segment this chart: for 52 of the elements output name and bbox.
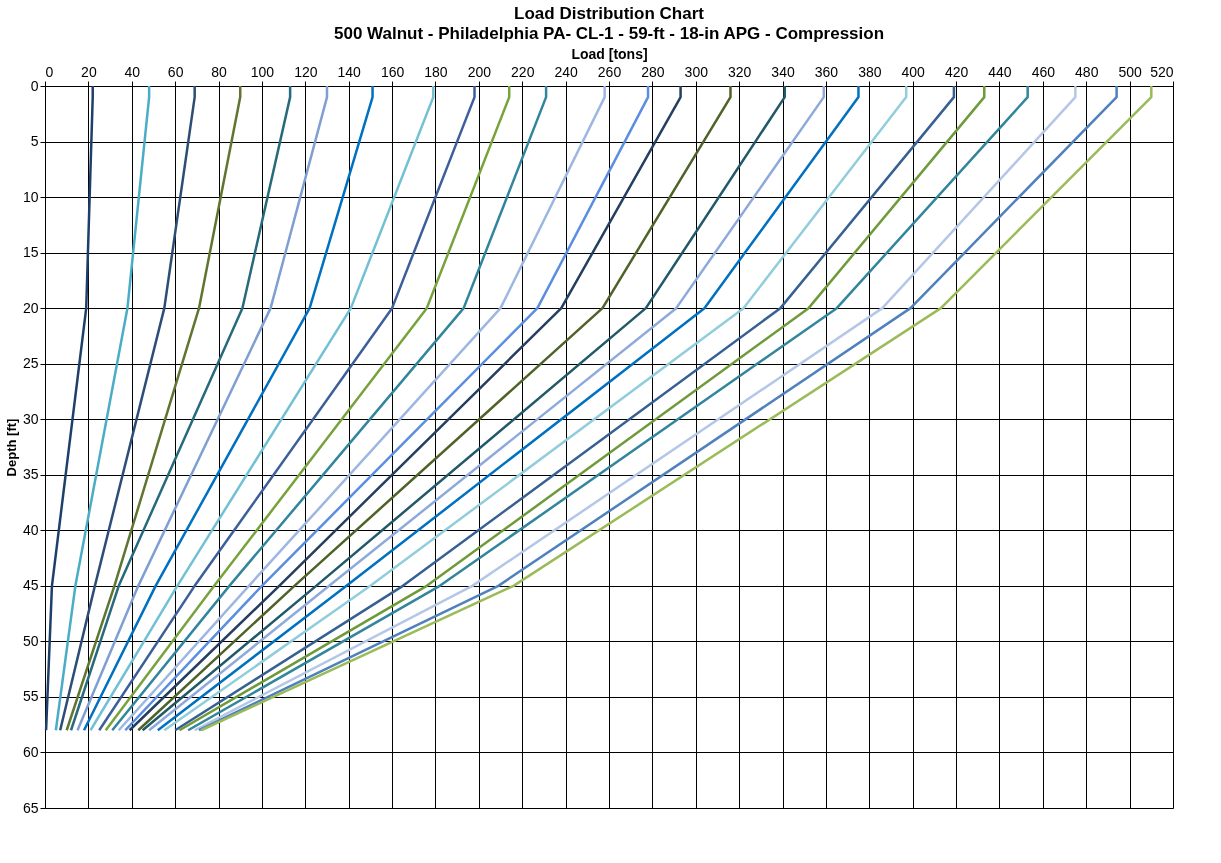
chart-title: Load Distribution Chart: [514, 4, 705, 23]
x-tick-label: 260: [597, 63, 622, 80]
y-tick-label: 45: [22, 577, 39, 594]
y-tick-label: 55: [22, 688, 39, 705]
x-tick-label: 180: [424, 63, 448, 80]
line-series: [54, 84, 151, 732]
y-tick-label: 25: [22, 355, 39, 372]
x-tick-label: 340: [771, 63, 795, 80]
line-series: [76, 84, 329, 732]
line-series: [69, 84, 292, 732]
y-tick-label: 65: [22, 799, 39, 816]
y-tick-label: 50: [22, 632, 39, 649]
x-tick-label: 440: [988, 63, 1012, 80]
x-tick-label: 320: [727, 63, 752, 80]
x-tick-label: 220: [511, 63, 535, 80]
y-tick-label: 0: [30, 77, 39, 94]
x-tick-label: 0: [45, 63, 54, 80]
y-tick-label: 35: [22, 466, 39, 483]
y-tick-label: 5: [30, 133, 39, 150]
chart-subtitle: 500 Walnut - Philadelphia PA- CL-1 - 59-ft - 18-in APG - Compression: [333, 24, 885, 43]
x-tick-label: 500: [1118, 63, 1143, 80]
y-tick-label: 15: [22, 244, 39, 261]
x-tick-label: 240: [554, 63, 579, 80]
x-tick-label: 460: [1031, 63, 1056, 80]
x-tick-label: 420: [944, 63, 969, 80]
y-axis-title: Depth [ft]: [3, 418, 19, 477]
x-tick-label: 520: [1150, 63, 1174, 80]
x-tick-label: 280: [641, 63, 665, 80]
x-tick-label: 100: [250, 63, 275, 80]
y-tick-label: 40: [22, 521, 39, 538]
y-tick-label: 20: [22, 299, 39, 316]
x-tick-label: 200: [467, 63, 492, 80]
y-tick-label: 10: [22, 188, 39, 205]
line-series: [58, 84, 196, 732]
y-tick-label: 60: [22, 743, 39, 760]
x-tick-label: 160: [380, 63, 405, 80]
x-tick-label: 480: [1075, 63, 1099, 80]
x-tick-label: 300: [684, 63, 709, 80]
x-axis-title: Load [tons]: [571, 45, 648, 62]
x-tick-label: 140: [337, 63, 362, 80]
x-tick-label: 80: [211, 63, 228, 80]
x-tick-label: 60: [167, 63, 184, 80]
x-tick-label: 360: [814, 63, 839, 80]
x-tick-label: 380: [858, 63, 882, 80]
line-series: [82, 84, 374, 732]
y-tick-label: 30: [22, 410, 39, 427]
x-tick-label: 20: [81, 63, 97, 80]
line-series: [65, 84, 242, 732]
x-tick-label: 400: [901, 63, 926, 80]
x-tick-label: 120: [294, 63, 318, 80]
line-series: [44, 84, 94, 732]
x-tick-label: 40: [124, 63, 141, 80]
